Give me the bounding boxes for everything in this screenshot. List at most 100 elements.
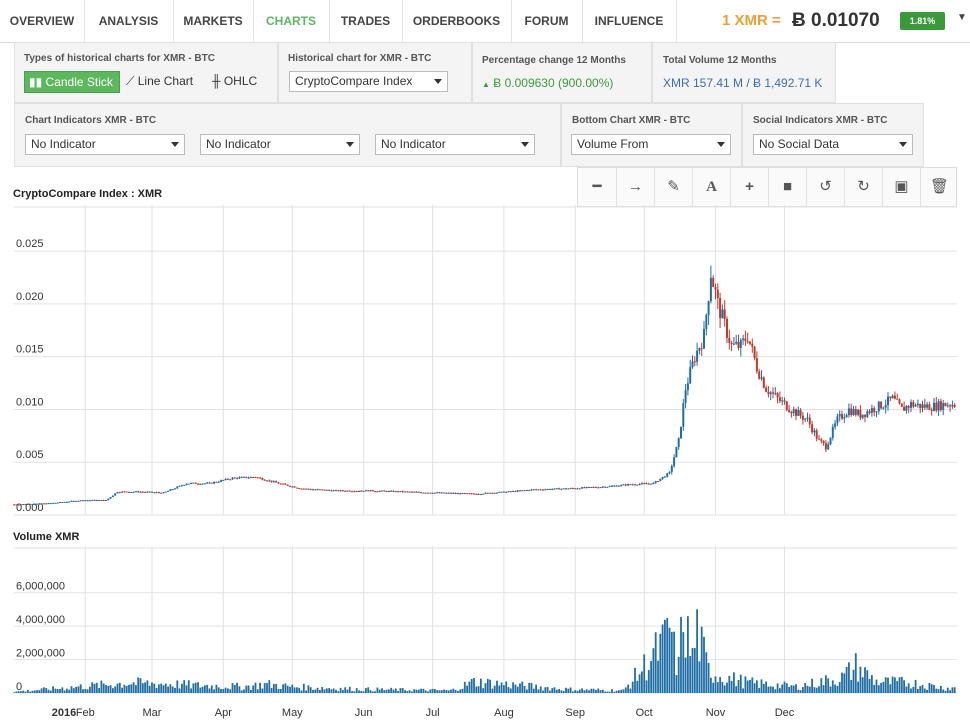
candle-body <box>144 491 147 493</box>
x-tick-label: Apr <box>215 707 232 719</box>
volume-bar <box>293 687 296 693</box>
volume-bar <box>296 687 298 693</box>
volume-bar <box>825 675 827 693</box>
candle-body <box>905 406 908 411</box>
volume-chart[interactable]: 6,000,000 4,000,000 2,000,000 0 2016 Feb Mar A… <box>0 546 970 726</box>
volume-bar <box>551 688 554 693</box>
historical-select[interactable]: CryptoCompare Index <box>289 71 448 92</box>
volume-bar <box>597 688 600 693</box>
volume-bar <box>638 674 641 693</box>
volume-bar <box>454 689 457 693</box>
candle-body <box>82 500 84 502</box>
candle-body <box>944 403 947 407</box>
candle-body <box>728 337 731 343</box>
nav-forum[interactable]: FORUM <box>511 0 583 42</box>
square-icon[interactable]: ■ <box>768 168 806 206</box>
nav-markets[interactable]: MARKETS <box>173 0 254 42</box>
candle-body <box>659 478 662 482</box>
volume-bar <box>553 687 556 693</box>
candle-body <box>535 489 538 491</box>
candle-body <box>953 405 956 407</box>
volume-bar <box>544 687 547 693</box>
volume-bar <box>608 691 611 693</box>
candle-body <box>118 492 121 494</box>
candle-body <box>245 476 248 478</box>
social-select[interactable]: No Social Data <box>753 134 913 155</box>
volume-bar <box>689 655 692 693</box>
volume-bar <box>808 686 811 693</box>
volume-bar <box>305 690 307 693</box>
undo-icon[interactable]: ↺ <box>806 168 844 206</box>
indicator-select-1[interactable]: No Indicator <box>25 134 185 155</box>
volume-bar <box>611 689 613 693</box>
pencil-icon[interactable]: ✎ <box>654 168 692 206</box>
volume-bar <box>302 683 305 693</box>
candle-body <box>84 500 87 502</box>
candle-body <box>26 503 29 505</box>
candle-body <box>666 473 669 477</box>
candle-body <box>422 492 425 494</box>
bottom-chart-select[interactable]: Volume From <box>571 134 731 155</box>
candle-body <box>268 480 271 482</box>
volume-bar <box>898 677 901 693</box>
candle-body <box>684 390 687 404</box>
nav-trades[interactable]: TRADES <box>329 0 403 42</box>
nav-overview[interactable]: OVERVIEW <box>0 0 85 42</box>
nav-orderbooks[interactable]: ORDERBOOKS <box>402 0 512 42</box>
ohlc-button[interactable]: ╫ OHLC <box>212 74 257 88</box>
candle-body <box>215 481 218 483</box>
candle-body <box>647 483 650 485</box>
volume-bar <box>618 690 620 693</box>
candle-body <box>732 343 735 345</box>
candle-body <box>707 301 710 316</box>
text-icon[interactable]: A <box>692 168 730 206</box>
candle-body <box>45 503 48 505</box>
line-chart-button[interactable]: ⟋ Line Chart <box>126 74 193 89</box>
candle-body <box>459 493 462 495</box>
candle-body <box>590 486 593 488</box>
minus-icon[interactable]: ━ <box>592 178 602 195</box>
volume-bar <box>206 684 209 693</box>
nav-analysis[interactable]: ANALYSIS <box>84 0 174 42</box>
volume-bar <box>171 686 174 693</box>
candle-body <box>804 418 807 420</box>
trash-icon[interactable]: 🗑 <box>920 168 958 206</box>
candle-body <box>397 491 400 493</box>
volume-bar <box>376 687 379 693</box>
indicator-select-2[interactable]: No Indicator <box>200 134 360 155</box>
volume-bar <box>399 688 402 693</box>
candle-body <box>452 492 455 494</box>
candle-body <box>238 477 241 479</box>
candle-body <box>613 485 616 487</box>
candle-body <box>486 492 489 494</box>
plus-icon[interactable]: + <box>730 168 768 206</box>
chevron-down-icon[interactable]: ▼ <box>957 12 967 23</box>
candle-body <box>882 407 885 409</box>
volume-bar <box>328 688 330 693</box>
volume-bar <box>799 690 802 693</box>
volume-bar <box>369 690 372 693</box>
candle-body <box>266 480 268 482</box>
volume-bar <box>834 684 836 693</box>
y-tick-label: 0.025 <box>16 238 44 250</box>
volume-bar <box>323 689 326 693</box>
nav-charts[interactable]: CHARTS <box>253 0 330 42</box>
chevron-down-icon <box>434 79 442 84</box>
top-nav: OVERVIEW ANALYSIS MARKETS CHARTS TRADES … <box>0 0 970 43</box>
save-icon[interactable]: ▣ <box>882 168 920 206</box>
volume-title: Volume XMR <box>13 531 80 543</box>
redo-icon[interactable]: ↻ <box>844 168 882 206</box>
indicators-label: Chart Indicators XMR - BTC <box>25 115 157 126</box>
volume-bar <box>199 687 202 693</box>
candle-body <box>231 477 234 480</box>
candle-body <box>233 477 236 479</box>
candle-body <box>254 477 257 479</box>
arrow-right-icon[interactable]: → <box>616 168 654 206</box>
triangle-up-icon: ▲ <box>482 80 490 89</box>
volume-bar <box>291 684 294 693</box>
volume-bar <box>578 689 581 693</box>
nav-influence[interactable]: INFLUENCE <box>582 0 677 42</box>
candle-stick-button[interactable]: ▮▮ Candle Stick <box>24 71 120 93</box>
indicator-select-3[interactable]: No Indicator <box>375 134 535 155</box>
